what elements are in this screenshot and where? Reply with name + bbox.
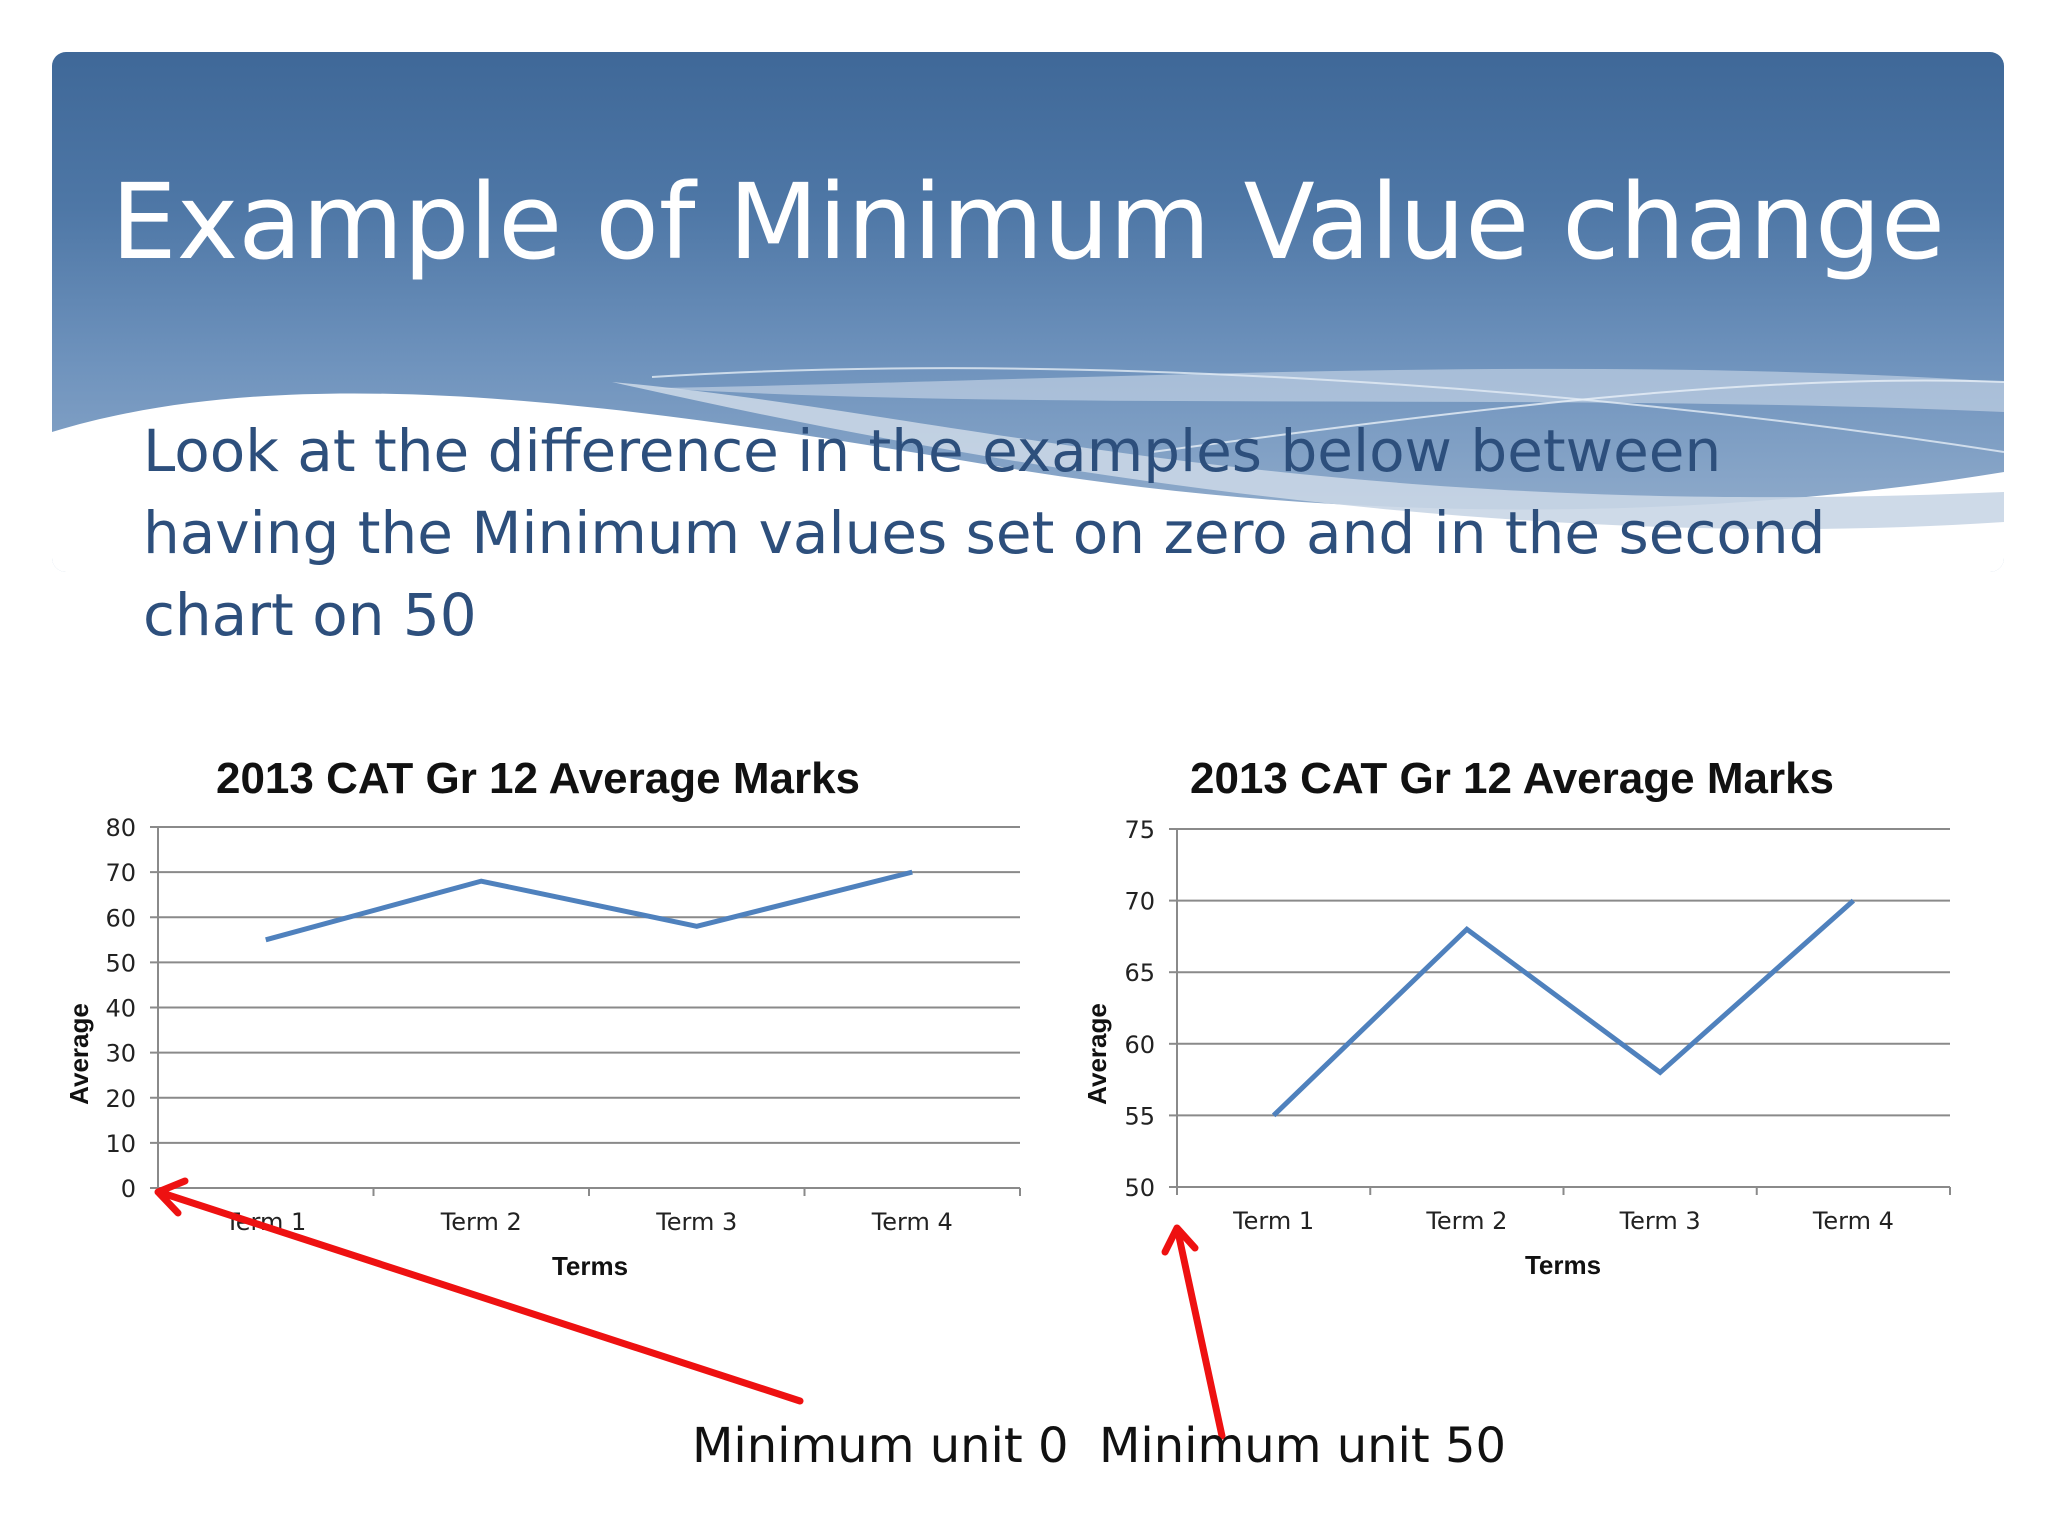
chart-minimum-fifty: 2013 CAT Gr 12 Average Marks 50 55 60 65 70 7… <box>1082 754 1951 1280</box>
x-tick-label: Term 1 <box>1232 1207 1314 1235</box>
banner-wave-decoration <box>52 367 2004 572</box>
y-tick-label: 70 <box>105 859 136 887</box>
chart-title: 2013 CAT Gr 12 Average Marks <box>216 754 860 803</box>
y-axis-label: Average <box>1082 1003 1112 1105</box>
y-tick-label: 30 <box>105 1040 136 1068</box>
slide-body-text: Look at the difference in the examples b… <box>143 417 1826 649</box>
y-tick-label: 60 <box>105 904 136 932</box>
y-tick-label: 50 <box>105 949 136 977</box>
x-tick-label: Term 1 <box>224 1208 306 1236</box>
y-tick-label: 75 <box>1124 816 1155 844</box>
chart-minimum-zero: 2013 CAT Gr 12 Average Marks 0 10 20 30 40 50… <box>64 754 1021 1281</box>
y-tick-label: 0 <box>121 1175 136 1203</box>
x-tick-label: Term 4 <box>1812 1207 1894 1235</box>
y-tick-label: 40 <box>105 995 136 1023</box>
series-line <box>1271 898 1856 1118</box>
x-tick-label: Term 3 <box>1619 1207 1701 1235</box>
x-tick-label: Term 4 <box>871 1208 953 1236</box>
chart-title: 2013 CAT Gr 12 Average Marks <box>1190 754 1834 803</box>
x-axis-label: Terms <box>552 1251 628 1281</box>
annotation-minimum-fifty: Minimum unit 50 <box>1099 1418 1507 1474</box>
y-tick-label: 55 <box>1124 1102 1155 1130</box>
y-tick-label: 50 <box>1124 1174 1155 1202</box>
y-tick-label: 80 <box>105 814 136 842</box>
series-line <box>265 869 913 943</box>
y-tick-label: 70 <box>1124 888 1155 916</box>
y-tick-label: 65 <box>1124 959 1155 987</box>
x-axis-label: Terms <box>1525 1250 1601 1280</box>
y-axis-label: Average <box>64 1003 94 1105</box>
slide-title: Example of Minimum Value change <box>111 161 1945 283</box>
x-tick-label: Term 2 <box>440 1208 522 1236</box>
annotation-minimum-zero: Minimum unit 0 <box>692 1418 1069 1474</box>
title-banner <box>52 52 2004 572</box>
y-tick-label: 20 <box>105 1085 136 1113</box>
y-tick-label: 60 <box>1124 1031 1155 1059</box>
y-tick-label: 10 <box>105 1130 136 1158</box>
x-tick-label: Term 2 <box>1425 1207 1507 1235</box>
x-tick-label: Term 3 <box>655 1208 737 1236</box>
